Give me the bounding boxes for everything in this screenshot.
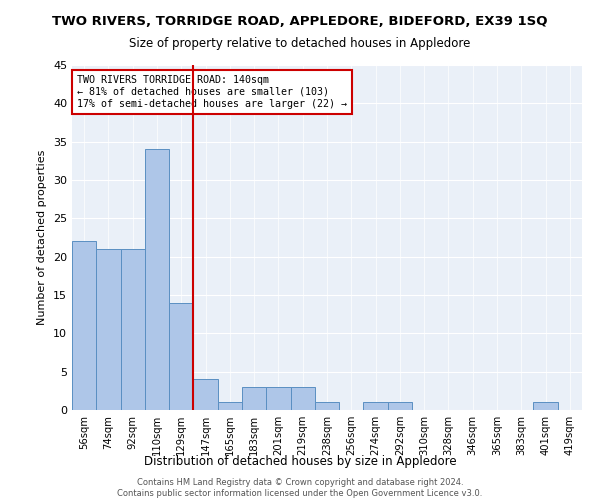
Bar <box>388 402 412 410</box>
Bar <box>72 242 96 410</box>
Bar <box>266 387 290 410</box>
Text: TWO RIVERS, TORRIDGE ROAD, APPLEDORE, BIDEFORD, EX39 1SQ: TWO RIVERS, TORRIDGE ROAD, APPLEDORE, BI… <box>52 15 548 28</box>
Bar <box>218 402 242 410</box>
Text: Size of property relative to detached houses in Appledore: Size of property relative to detached ho… <box>130 38 470 51</box>
Bar <box>315 402 339 410</box>
Bar <box>364 402 388 410</box>
Text: Distribution of detached houses by size in Appledore: Distribution of detached houses by size … <box>143 455 457 468</box>
Text: Contains HM Land Registry data © Crown copyright and database right 2024.
Contai: Contains HM Land Registry data © Crown c… <box>118 478 482 498</box>
Text: TWO RIVERS TORRIDGE ROAD: 140sqm
← 81% of detached houses are smaller (103)
17% : TWO RIVERS TORRIDGE ROAD: 140sqm ← 81% o… <box>77 76 347 108</box>
Bar <box>533 402 558 410</box>
Bar <box>193 380 218 410</box>
Bar <box>290 387 315 410</box>
Bar <box>96 249 121 410</box>
Bar <box>121 249 145 410</box>
Bar <box>242 387 266 410</box>
Bar <box>169 302 193 410</box>
Y-axis label: Number of detached properties: Number of detached properties <box>37 150 47 325</box>
Bar <box>145 150 169 410</box>
